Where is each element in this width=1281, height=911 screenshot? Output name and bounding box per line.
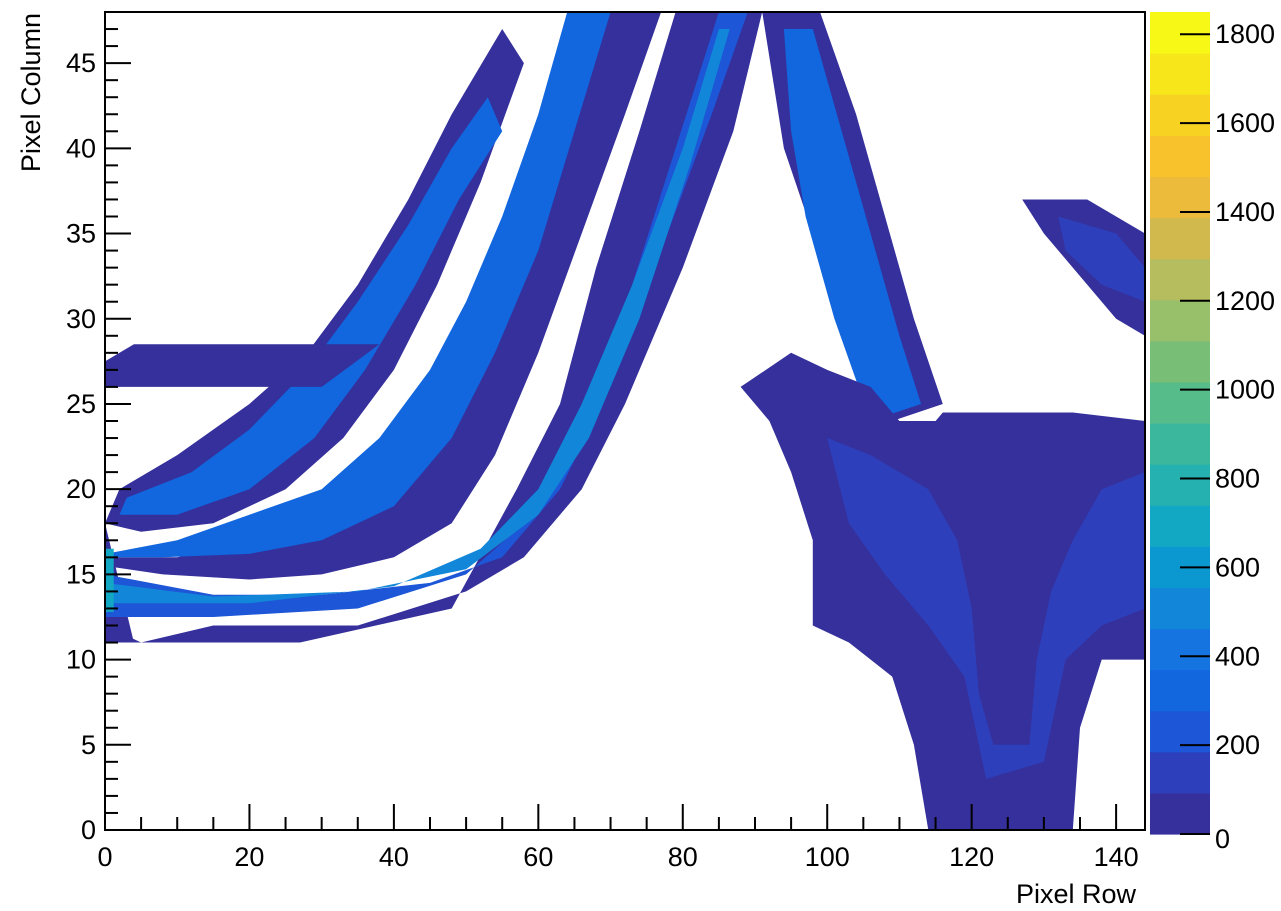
y-tick-label: 15 xyxy=(66,559,96,589)
y-tick-label: 5 xyxy=(81,730,96,760)
color-scale-step xyxy=(1150,340,1210,383)
color-scale-tick-label: 1600 xyxy=(1215,108,1275,138)
color-scale-tick-label: 1000 xyxy=(1215,375,1275,405)
y-axis-title: Pixel Column xyxy=(16,13,46,172)
heatmap-region-vertex-inner xyxy=(827,438,1145,779)
heatmap-region-track-1-bright xyxy=(105,29,730,604)
color-scale-ticks xyxy=(1180,33,1210,835)
color-scale-step xyxy=(1150,12,1210,54)
heatmap-region-track-2-core xyxy=(105,12,611,558)
heatmap-region-edge-warm-spot xyxy=(105,548,114,612)
color-scale-step xyxy=(1150,299,1210,342)
color-scale-bar xyxy=(1150,12,1210,835)
color-scale-step xyxy=(1150,94,1210,136)
x-tick-label: 20 xyxy=(234,842,264,872)
color-scale-step xyxy=(1150,751,1210,794)
color-scale-step xyxy=(1150,710,1210,753)
color-scale-tick-label: 1800 xyxy=(1215,19,1275,49)
color-scale-step xyxy=(1150,464,1210,506)
color-scale-tick-label: 800 xyxy=(1215,464,1260,494)
x-tick-label: 0 xyxy=(97,842,112,872)
color-scale-tick-label: 0 xyxy=(1215,824,1230,854)
y-tick-label: 0 xyxy=(81,815,96,845)
color-scale-step xyxy=(1150,53,1210,95)
color-scale-step xyxy=(1150,628,1210,671)
x-tick-label: 100 xyxy=(805,842,850,872)
heatmap-region-track-4-core xyxy=(783,29,922,421)
heatmap-region-left-band xyxy=(105,344,380,387)
color-scale-step xyxy=(1150,792,1210,835)
y-tick-label: 10 xyxy=(66,645,96,675)
y-tick-label: 40 xyxy=(66,133,96,163)
x-tick-label: 120 xyxy=(949,842,994,872)
x-axis-title: Pixel Row xyxy=(1016,879,1137,909)
x-tick-label: 60 xyxy=(523,842,553,872)
color-scale-tick-label: 600 xyxy=(1215,552,1260,582)
y-tick-label: 45 xyxy=(66,48,96,78)
x-tick-label: 140 xyxy=(1094,842,1139,872)
y-axis-ticks xyxy=(105,11,131,831)
x-axis-ticks xyxy=(104,804,1118,830)
color-scale-tick-label: 400 xyxy=(1215,641,1260,671)
color-scale-step xyxy=(1150,423,1210,465)
heatmap-bins xyxy=(105,12,1145,830)
heatmap-region-track-3-core xyxy=(119,97,503,515)
heatmap-region-track-2-halo xyxy=(105,12,662,580)
y-tick-label: 20 xyxy=(66,474,96,504)
color-scale-step xyxy=(1150,217,1210,260)
heatmap-region-right-arm-inner xyxy=(1058,216,1145,302)
color-scale-step xyxy=(1150,587,1210,630)
color-scale-tick-label: 1400 xyxy=(1215,197,1275,227)
color-scale-step xyxy=(1150,381,1210,424)
x-tick-label: 80 xyxy=(668,842,698,872)
y-tick-label: 35 xyxy=(66,219,96,249)
color-scale-tick-labels: 0 200 400 600 800 1000 1200 1400 1600 1800 xyxy=(1215,19,1275,854)
y-tick-label: 25 xyxy=(66,389,96,419)
x-tick-label: 40 xyxy=(379,842,409,872)
y-tick-label: 30 xyxy=(66,304,96,334)
x-axis-tick-labels: 0 20 40 60 80 100 120 140 xyxy=(97,842,1138,872)
y-axis-tick-labels: 0 5 10 15 20 25 30 35 40 45 xyxy=(66,48,96,845)
color-scale-step xyxy=(1150,135,1210,177)
color-scale-step xyxy=(1150,258,1210,301)
color-scale-tick-label: 200 xyxy=(1215,730,1260,760)
color-scale-step xyxy=(1150,669,1210,712)
color-scale-tick-label: 1200 xyxy=(1215,286,1275,316)
color-scale-step xyxy=(1150,505,1210,547)
